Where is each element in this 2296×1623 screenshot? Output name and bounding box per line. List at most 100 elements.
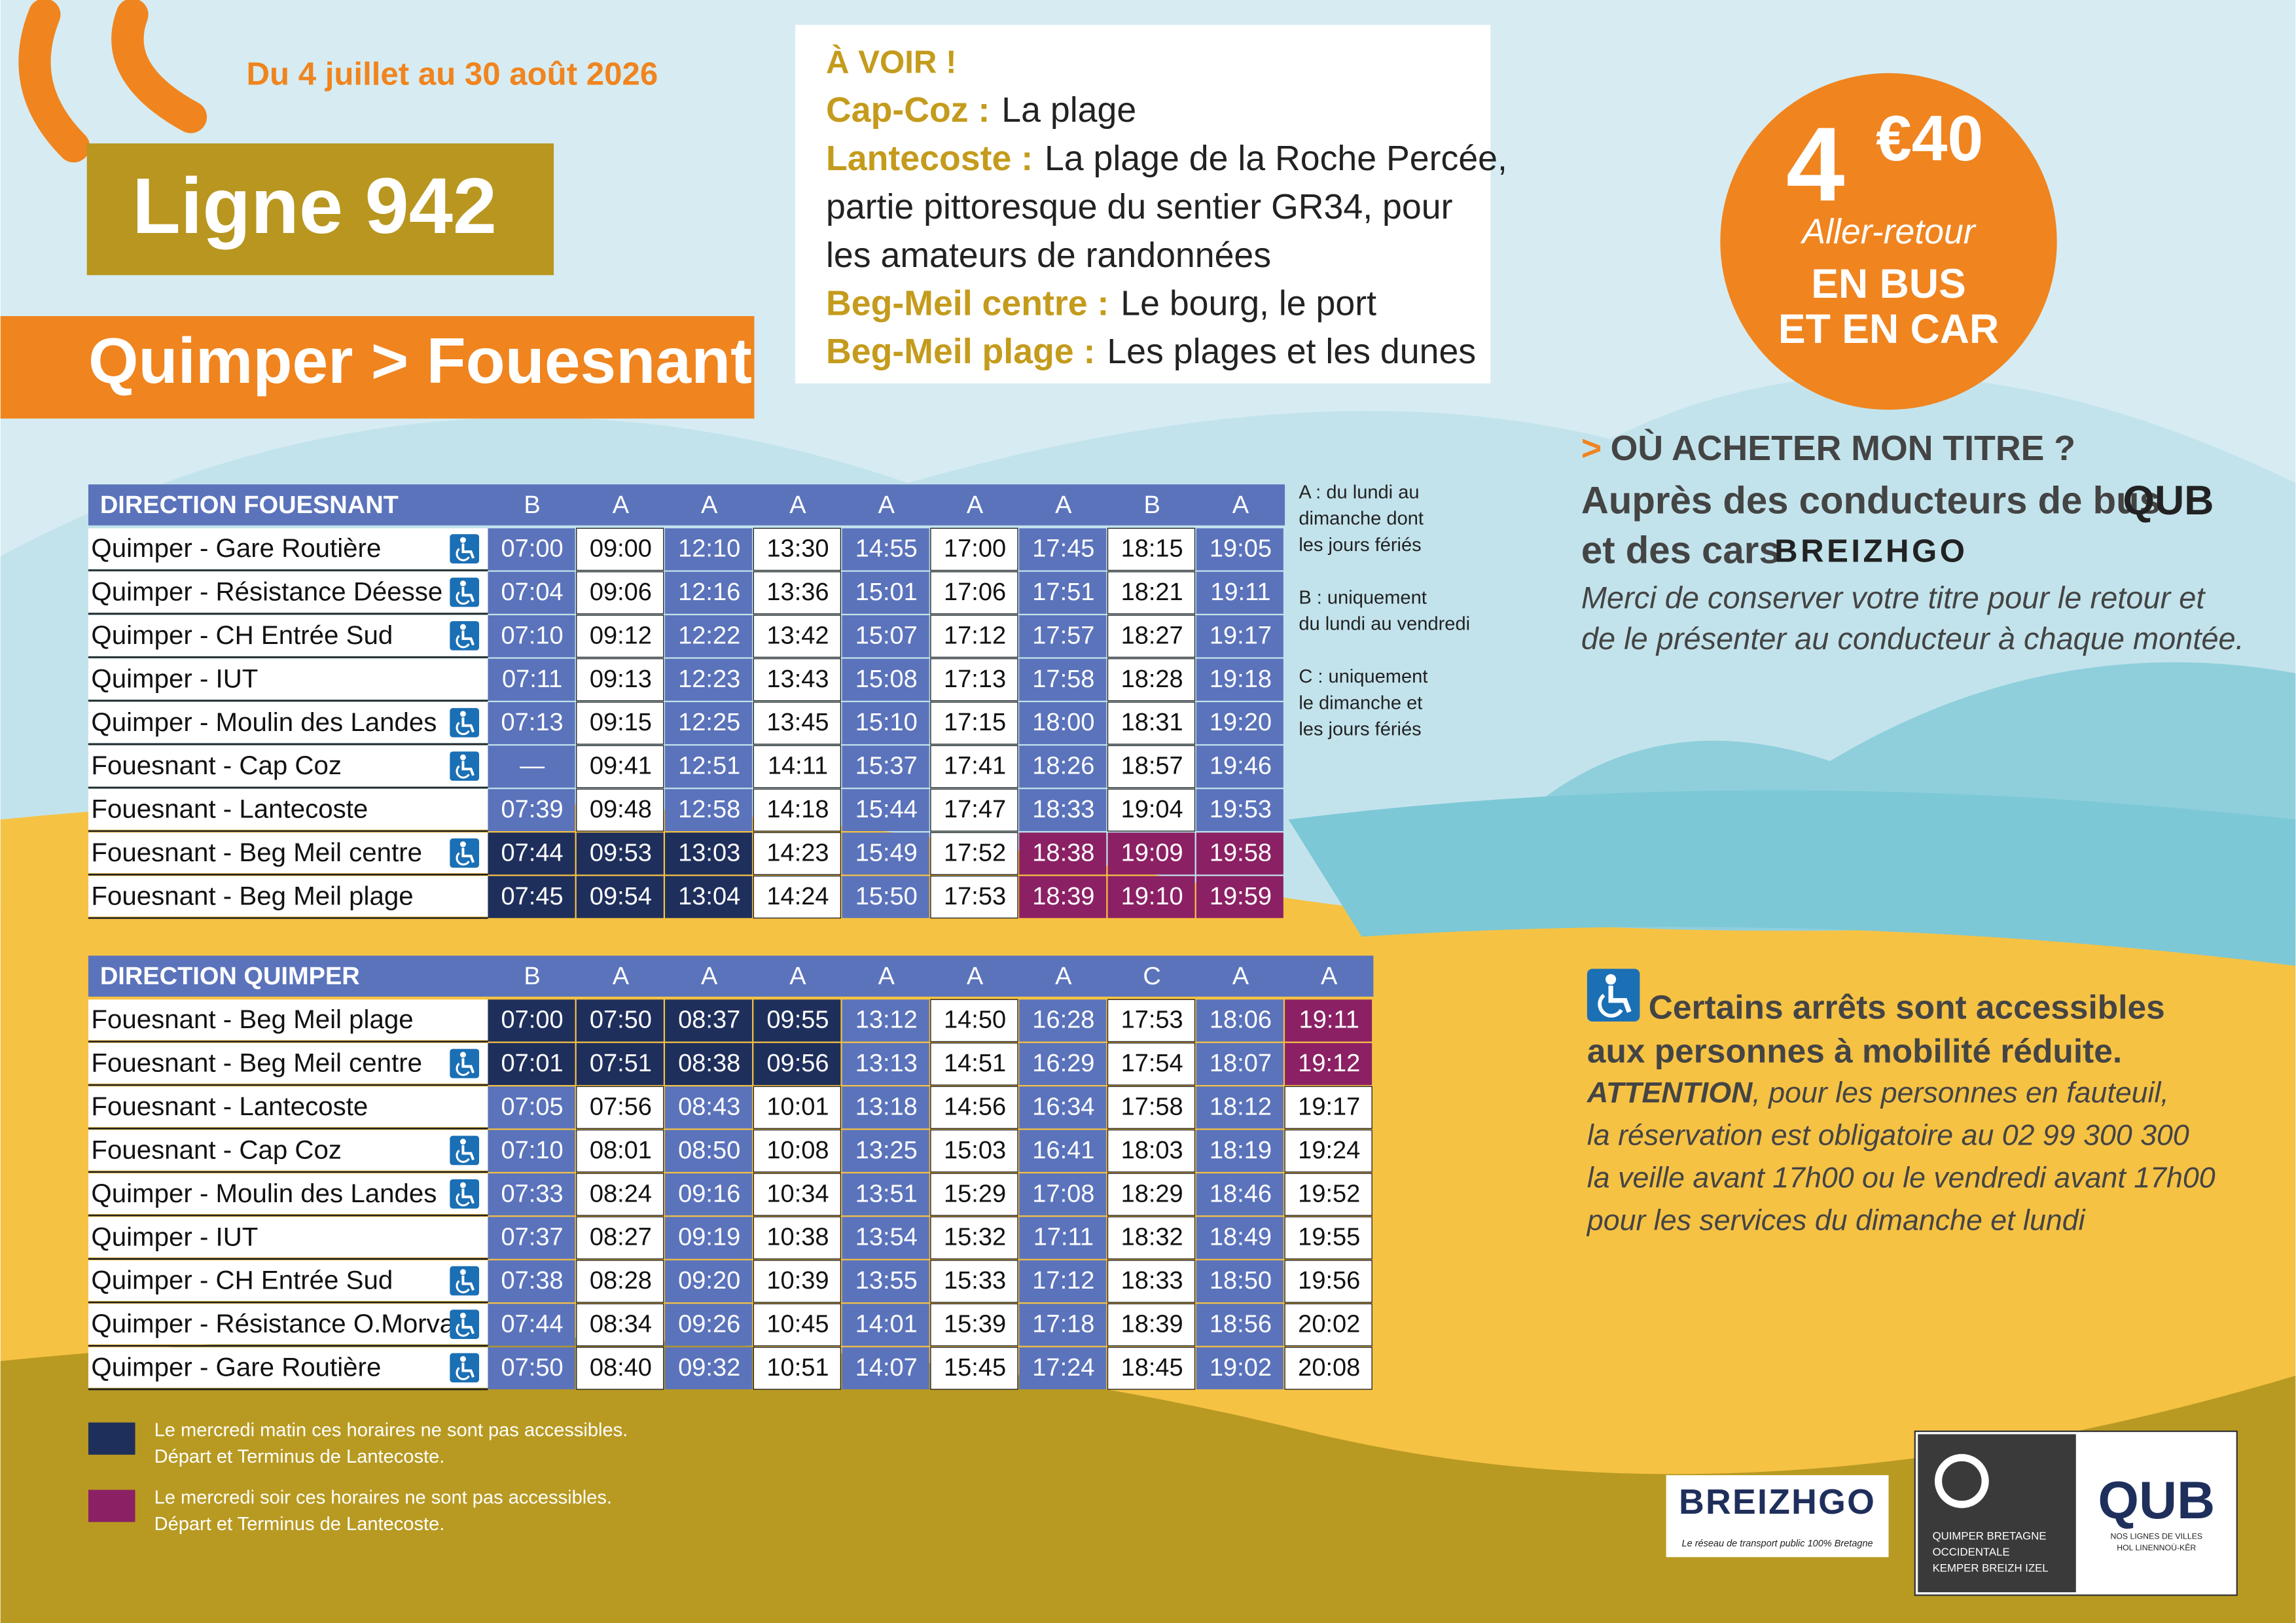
time: 08:28: [590, 1267, 652, 1294]
time-cell: [1019, 571, 1107, 614]
time-cell: [488, 658, 575, 701]
time-cell: [488, 702, 575, 745]
time-cell: [753, 1260, 842, 1303]
day-code: A: [1055, 491, 1072, 519]
time-cell: [488, 571, 575, 614]
time: 14:18: [766, 796, 829, 823]
stop-cell: [88, 1130, 488, 1171]
time: 09:41: [590, 753, 652, 780]
time-cell: [1284, 1347, 1372, 1390]
time-cell: [842, 1304, 929, 1346]
time-cell: [753, 1216, 842, 1260]
logo-qub-tagline: HOL LINENNOÙ-KÊR: [2117, 1543, 2196, 1552]
brand-qub: QUB: [2123, 478, 2214, 524]
time: 07:50: [501, 1354, 564, 1382]
time: 19:24: [1298, 1137, 1360, 1164]
time: 19:02: [1210, 1354, 1272, 1382]
stop-accessible-icon-wheel: [456, 1366, 470, 1381]
time: 08:43: [678, 1093, 740, 1120]
time: 18:33: [1032, 796, 1094, 823]
time: 18:49: [1210, 1224, 1272, 1251]
time: 18:07: [1210, 1050, 1272, 1077]
time: 12:25: [678, 709, 740, 736]
time: 18:46: [1210, 1180, 1272, 1207]
time-cell: [1107, 527, 1196, 571]
logo-qub: QUB: [2098, 1471, 2215, 1530]
time: 08:50: [678, 1137, 740, 1164]
breizhgo-logo-box: [1666, 1475, 1889, 1558]
time: 09:13: [590, 666, 652, 693]
time: 07:11: [502, 666, 562, 693]
stop-accessible-icon-body: [461, 1058, 475, 1074]
time-cell: [1107, 658, 1196, 702]
time-cell: [665, 1304, 753, 1346]
time: 07:39: [501, 796, 564, 823]
time-cell: [753, 702, 842, 745]
time: 19:11: [1299, 1007, 1359, 1034]
time: 07:44: [501, 839, 564, 866]
time-cell: [930, 875, 1018, 919]
day-note: les jours fériés: [1299, 719, 1421, 740]
time-cell: [488, 1086, 575, 1129]
stop-accessible-icon-wheel: [456, 591, 470, 605]
table-title: DIRECTION FOUESNANT: [100, 491, 399, 519]
stop-accessible-icon-head: [459, 580, 466, 587]
time-cell: [930, 745, 1018, 789]
time-cell: [576, 1303, 664, 1347]
day-note: A : du lundi au: [1299, 482, 1419, 503]
time-cell: [576, 1260, 664, 1303]
time-cell: [665, 876, 753, 918]
time-cell: [842, 1043, 929, 1085]
time-cell: [1196, 1130, 1283, 1172]
day-code: A: [701, 963, 718, 990]
day-code: B: [524, 491, 540, 519]
time-cell: [576, 999, 664, 1042]
highlight-place: Beg-Meil plage :: [826, 332, 1095, 371]
stop-accessible-icon-head: [459, 754, 466, 760]
stop-accessible-icon-body: [461, 586, 475, 603]
stop-accessible-icon-wheel: [456, 765, 470, 779]
stop-accessible-icon-head: [459, 1356, 466, 1363]
table-header: [88, 955, 1374, 997]
time: 18:31: [1121, 709, 1183, 736]
time-cell: [665, 789, 753, 831]
time: 14:23: [766, 839, 829, 866]
time: 08:27: [590, 1224, 652, 1251]
stop-cell: [88, 745, 488, 787]
time: 15:08: [855, 666, 918, 693]
stop-name: Quimper - Résistance O.Morvan: [91, 1309, 469, 1338]
time-cell: [842, 528, 929, 571]
time-cell: [753, 615, 842, 658]
tickets-note: de le présenter au conducteur à chaque m…: [1581, 621, 2244, 656]
logo-breizhgo-tagline: Le réseau de transport public 100% Breta…: [1682, 1539, 1873, 1549]
time-cell: [842, 1347, 929, 1389]
time-cell: [1196, 615, 1283, 658]
time: 17:57: [1032, 622, 1094, 649]
time-cell: [753, 571, 842, 615]
time: 15:07: [855, 622, 918, 649]
day-code: A: [878, 963, 895, 990]
day-note: dimanche dont: [1299, 508, 1424, 529]
time-cell: [753, 527, 842, 571]
day-code: A: [613, 963, 630, 990]
accessibility-text: ATTENTION, pour les personnes en fauteui…: [1587, 1077, 2169, 1109]
time: 10:39: [766, 1267, 829, 1294]
time: 13:13: [855, 1050, 918, 1077]
time: 09:15: [590, 709, 652, 736]
stop-accessible-icon-head: [459, 1139, 466, 1145]
time: 10:45: [766, 1311, 829, 1338]
time: 17:41: [944, 753, 1006, 780]
day-note: C : uniquement: [1299, 666, 1427, 687]
stop-name: Fouesnant - Cap Coz: [91, 1135, 342, 1164]
time-cell: [488, 528, 575, 571]
time: 15:03: [944, 1137, 1006, 1164]
time: 18:19: [1210, 1137, 1272, 1164]
time-cell: [576, 1043, 664, 1085]
time-cell: [1196, 571, 1283, 614]
time: 17:15: [944, 709, 1006, 736]
time-cell: [1196, 658, 1283, 701]
time-cell: [1196, 1086, 1283, 1129]
time-cell: [1284, 1129, 1372, 1173]
time: 17:47: [944, 796, 1006, 823]
